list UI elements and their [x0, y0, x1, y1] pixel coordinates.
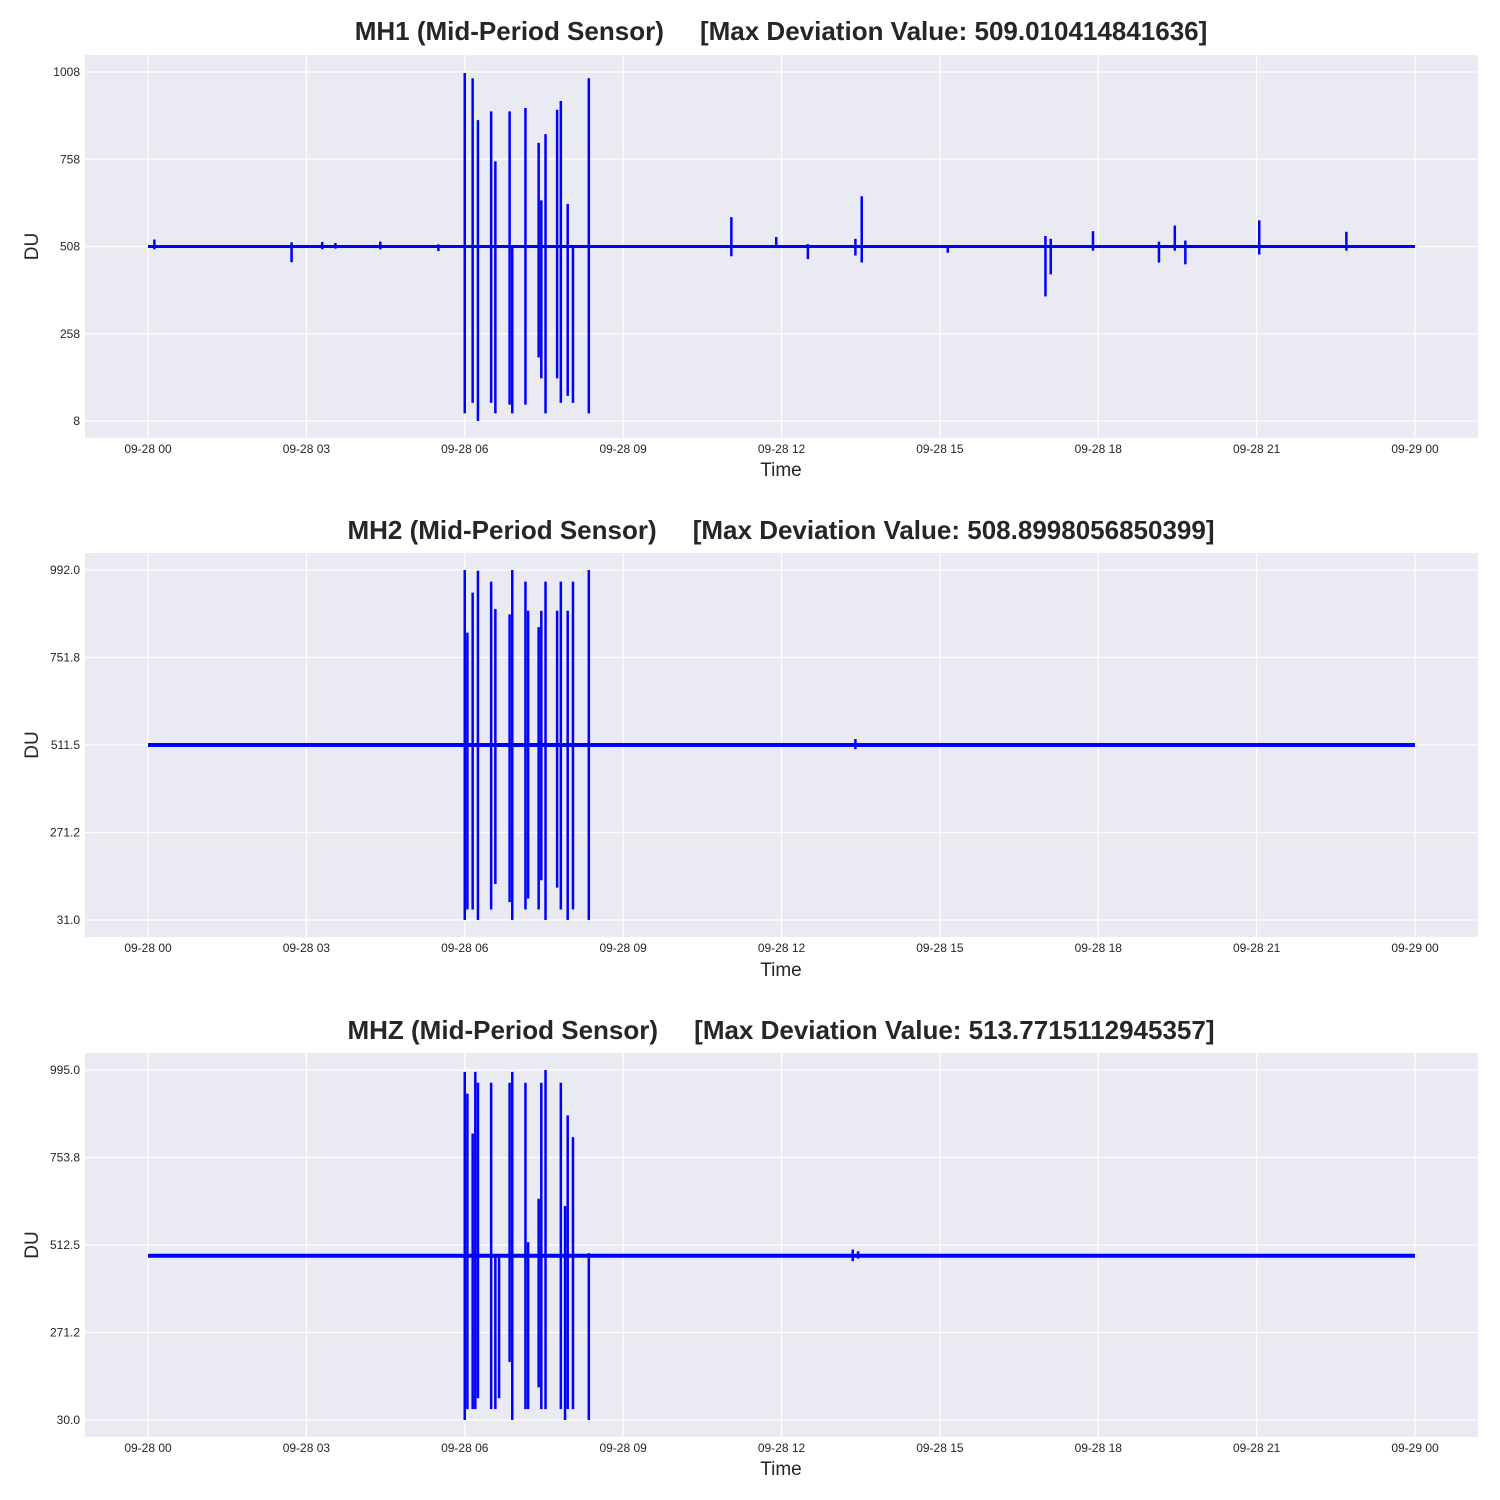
mh1-x-tick-label: 09-28 12 [758, 442, 806, 456]
mh2-y-tick-label: 511.5 [51, 738, 80, 752]
mh1-x-tick-label: 09-28 06 [441, 442, 489, 456]
mhz-x-tick-label: 09-28 03 [283, 1441, 331, 1455]
mh2-x-tick-label: 09-28 00 [124, 941, 172, 955]
mh2-x-tick-label: 09-28 12 [758, 941, 806, 955]
mhz-x-tick-label: 09-28 21 [1233, 1441, 1281, 1455]
mh2-x-tick-label: 09-28 09 [599, 941, 647, 955]
mh2-x-tick-label: 09-29 00 [1391, 941, 1439, 955]
mh2-x-tick-label: 09-28 18 [1075, 941, 1123, 955]
mh2-y-tick-label: 31.0 [57, 913, 81, 927]
mh1-y-tick-label: 258 [60, 327, 80, 341]
mh1-x-tick-label: 09-29 00 [1391, 442, 1439, 456]
mh1-y-tick-label: 508 [60, 240, 80, 254]
mh2-chart-title: MH2 (Mid-Period Sensor) [Max Deviation V… [347, 515, 1214, 545]
mh1-x-tick-label: 09-28 15 [916, 442, 964, 456]
mh1-x-tick-label: 09-28 03 [283, 442, 331, 456]
mhz-y-tick-label: 30.0 [57, 1413, 81, 1427]
mh1-x-tick-label: 09-28 18 [1075, 442, 1123, 456]
mh1-y-tick-label: 1008 [53, 65, 80, 79]
mhz-x-tick-label: 09-28 06 [441, 1441, 489, 1455]
mhz-chart-title: MHZ (Mid-Period Sensor) [Max Deviation V… [347, 1015, 1214, 1045]
mh1-y-tick-label: 758 [60, 152, 80, 166]
mh2-x-tick-label: 09-28 03 [283, 941, 331, 955]
mh2-x-tick-label: 09-28 06 [441, 941, 489, 955]
mh2-y-tick-label: 992.0 [50, 563, 80, 577]
mh1-chart-title: MH1 (Mid-Period Sensor) [Max Deviation V… [355, 16, 1208, 46]
mh1-y-tick-label: 8 [73, 414, 80, 428]
mhz-y-tick-label: 512.5 [50, 1238, 80, 1252]
mhz-x-tick-label: 09-28 09 [599, 1441, 647, 1455]
mh1-x-tick-label: 09-28 00 [124, 442, 172, 456]
mhz-y-tick-label: 995.0 [50, 1063, 80, 1077]
mhz-x-tick-label: 09-28 12 [758, 1441, 806, 1455]
mh2-y-axis-label: DU [22, 731, 43, 758]
mhz-x-axis-label: Time [760, 1459, 802, 1480]
mhz-x-tick-label: 09-28 00 [124, 1441, 172, 1455]
mhz-x-tick-label: 09-29 00 [1391, 1441, 1439, 1455]
mh2-x-axis-label: Time [760, 960, 802, 981]
mh1-x-axis-label: Time [760, 460, 802, 481]
mhz-y-tick-label: 753.8 [50, 1151, 80, 1165]
mh1-x-tick-label: 09-28 21 [1233, 442, 1281, 456]
mh2-x-tick-label: 09-28 21 [1233, 941, 1281, 955]
mhz-x-tick-label: 09-28 15 [916, 1441, 964, 1455]
mh1-y-axis-label: DU [22, 233, 43, 260]
mhz-x-tick-label: 09-28 18 [1075, 1441, 1123, 1455]
mh2-y-tick-label: 271.2 [50, 826, 80, 840]
mh2-y-tick-label: 751.8 [50, 651, 80, 665]
mh2-x-tick-label: 09-28 15 [916, 941, 964, 955]
mh1-x-tick-label: 09-28 09 [599, 442, 647, 456]
mhz-y-tick-label: 271.2 [50, 1326, 80, 1340]
mhz-y-axis-label: DU [22, 1231, 43, 1258]
